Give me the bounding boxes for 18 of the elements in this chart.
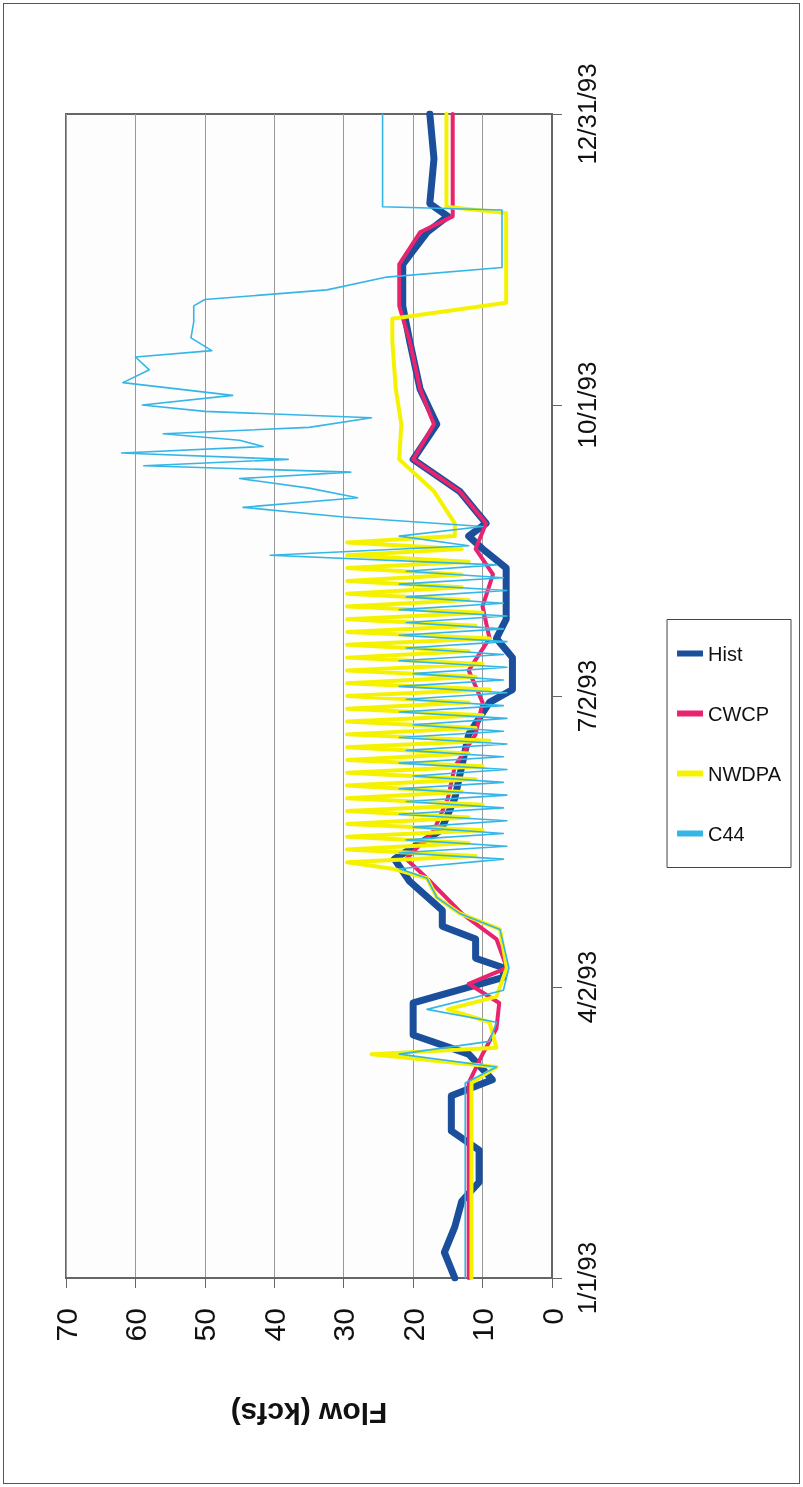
y-tick-label: 7/2/93 xyxy=(572,659,602,733)
x-tick-label: 50 xyxy=(188,1308,222,1342)
y-tick-label: 4/2/93 xyxy=(572,950,602,1024)
legend-label: CWCP xyxy=(708,702,770,725)
y-tick-label: 1/1/93 xyxy=(572,1241,602,1315)
x-tick-label: 20 xyxy=(396,1308,430,1342)
legend-label: C44 xyxy=(708,822,745,845)
x-axis-title: Flow (kcfs) xyxy=(230,1396,388,1430)
x-tick-label: 40 xyxy=(257,1308,291,1342)
y-tick-label: 12/31/93 xyxy=(572,63,602,165)
legend-label: Hist xyxy=(708,642,743,665)
x-tick-label: 70 xyxy=(49,1308,83,1342)
x-tick-label: 60 xyxy=(118,1308,152,1342)
legend-label: NWDPA xyxy=(708,762,782,785)
x-tick-label: 0 xyxy=(535,1308,569,1325)
x-tick-label: 10 xyxy=(466,1308,500,1342)
x-tick-label: 30 xyxy=(327,1308,361,1342)
y-tick-label: 10/1/93 xyxy=(572,361,602,449)
